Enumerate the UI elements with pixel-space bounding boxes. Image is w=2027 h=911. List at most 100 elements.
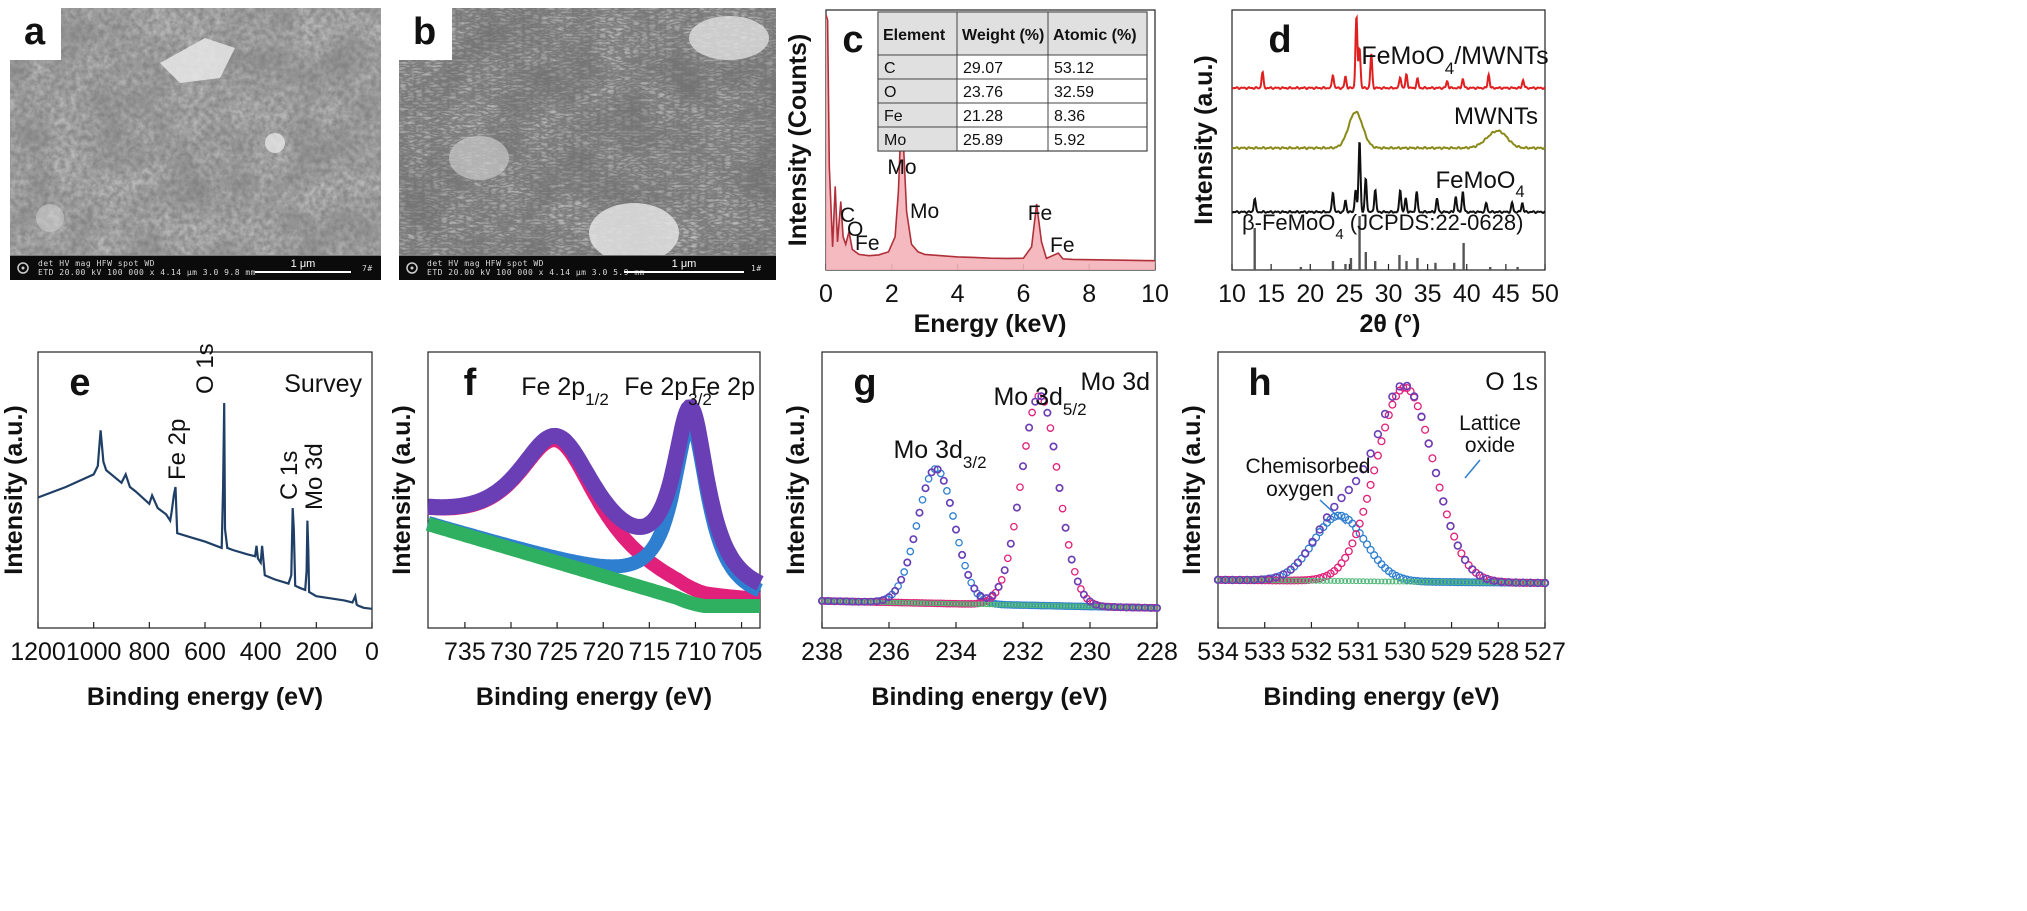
background-point <box>928 600 935 606</box>
fit-component-point <box>1113 603 1122 611</box>
fit-component-point <box>1128 603 1137 612</box>
fit-component-point <box>882 598 890 607</box>
x-tick-label-e: 400 <box>240 638 282 666</box>
background-point <box>971 601 978 607</box>
fit-component-point <box>1395 386 1404 395</box>
fit-component-point <box>1395 573 1404 582</box>
fit-component-point <box>958 600 966 608</box>
table-cell: 53.12 <box>1054 60 1094 77</box>
background-point <box>898 599 904 606</box>
background-point <box>1072 603 1078 610</box>
background-point <box>1014 602 1020 608</box>
x-tick-label-c: 10 <box>1141 280 1169 308</box>
fit-component-point <box>1537 578 1546 588</box>
background-point <box>1273 577 1280 584</box>
background-point <box>1236 577 1243 583</box>
peak-label-e: Fe 2p <box>164 419 191 480</box>
background-point <box>831 598 837 604</box>
background-point <box>998 601 1005 608</box>
fit-component-point <box>1471 568 1481 577</box>
fit-component-point <box>1073 577 1082 586</box>
background-point <box>1269 577 1276 584</box>
y-axis-label-e: Intensity (a.u.) <box>0 405 28 574</box>
panel-label-f: f <box>464 362 477 404</box>
x-tick-label-g: 234 <box>935 638 977 666</box>
fit-component-point <box>994 583 1003 592</box>
fit-component-point <box>1092 600 1100 609</box>
envelope-point <box>1308 537 1317 547</box>
fit-component-point <box>860 597 869 606</box>
fit-component-point <box>1217 575 1226 584</box>
envelope-point <box>976 591 985 600</box>
envelope-point <box>1286 565 1295 574</box>
fit-component-point <box>1016 483 1024 492</box>
x-tick-label-h: 528 <box>1477 638 1519 666</box>
fit-component-point <box>1402 575 1411 584</box>
fit-component-point <box>818 597 826 605</box>
fit-component-point <box>1341 513 1350 522</box>
fit-component-point <box>1239 575 1248 585</box>
fit-component-point <box>1511 578 1520 587</box>
table-cell: 25.89 <box>963 132 1003 149</box>
eds-spectrum-line <box>825 14 1156 262</box>
fit-component-point <box>979 598 988 607</box>
fit-component-point <box>1232 575 1241 585</box>
fit-component-point <box>1095 602 1103 611</box>
fit-component-point <box>869 597 878 606</box>
background-point <box>1032 602 1038 609</box>
fit-component-point <box>924 474 933 483</box>
table-row-head-bg <box>877 78 958 104</box>
peak-label-e: O 1s <box>192 343 219 394</box>
background-point <box>1523 579 1530 586</box>
background-point <box>1542 580 1548 586</box>
fit-component-point <box>1537 578 1546 588</box>
fit-component-point <box>921 599 930 607</box>
envelope-point <box>939 476 948 485</box>
x-tick-label-f: 725 <box>536 638 578 666</box>
fit-component-point <box>976 593 985 601</box>
background-point <box>843 598 850 605</box>
envelope-point <box>1344 485 1354 495</box>
chart-d: 10 15 20 25 30 35 40 45 50 FeMoO4/MWNTs MWNTs FeMoO… <box>1190 9 1559 338</box>
background-point <box>1356 578 1363 585</box>
fit-component-point <box>1077 602 1085 611</box>
background-point <box>1298 577 1305 584</box>
fit-component-point <box>1061 523 1070 532</box>
fit-component-point <box>997 600 1006 609</box>
background-point <box>1001 602 1008 608</box>
x-tick-label-d: 45 <box>1492 280 1520 308</box>
fit-component-point <box>1253 575 1263 584</box>
fit-component-point <box>1388 569 1397 578</box>
panel-label-h: h <box>1248 362 1271 404</box>
background-point <box>1291 577 1298 584</box>
background-point <box>974 601 981 607</box>
background-point <box>1084 603 1090 610</box>
peak-label-c: Fe <box>855 232 880 255</box>
fit-component-point <box>1431 469 1441 478</box>
background-point <box>1498 579 1505 586</box>
background-point <box>1218 576 1225 583</box>
fit-component-point <box>1055 484 1064 492</box>
fit-component-point <box>1228 575 1237 585</box>
fit-component-point <box>1384 567 1393 576</box>
envelope-point <box>1511 578 1521 587</box>
background-point <box>871 599 877 605</box>
fit-component-point <box>988 592 997 601</box>
fit-component-point <box>1107 603 1116 611</box>
fit-component-point <box>967 578 976 587</box>
envelope-point <box>1146 603 1155 612</box>
fit-component-point <box>1304 544 1313 553</box>
fit-component-point <box>897 598 906 607</box>
fit-component-point <box>1028 601 1036 610</box>
fit-component-point <box>1486 575 1495 585</box>
fit-component-point <box>1272 576 1281 585</box>
background-point <box>1527 579 1534 586</box>
fit-component-point <box>1040 398 1049 406</box>
fit-component-point <box>1490 578 1499 587</box>
fit-component-point <box>955 599 963 608</box>
survey-line <box>37 402 373 610</box>
envelope-point <box>1388 392 1397 401</box>
background-point <box>1331 578 1338 584</box>
background-point <box>1422 578 1429 585</box>
